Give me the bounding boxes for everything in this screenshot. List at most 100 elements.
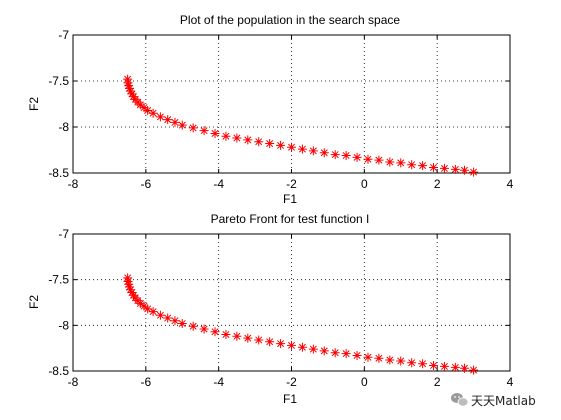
data-point [148, 108, 158, 118]
chart-title: Pareto Front for test function I [211, 212, 370, 226]
y-tick-label: -7 [58, 28, 69, 42]
data-point [450, 164, 460, 174]
y-tick-label: -7 [58, 227, 69, 241]
y-axis-label: F2 [27, 97, 41, 111]
data-point [124, 279, 134, 289]
data-point [363, 352, 373, 362]
data-point [123, 78, 133, 88]
data-point [276, 140, 286, 150]
data-point [385, 355, 395, 365]
data-point [243, 135, 253, 145]
data-point [188, 123, 198, 133]
data-point [418, 161, 428, 171]
x-tick-label: -2 [286, 177, 297, 191]
y-tick-label: -8 [58, 318, 69, 332]
data-point [127, 89, 137, 99]
data-point [126, 285, 136, 295]
data-point [177, 120, 187, 130]
x-tick-label: 4 [507, 375, 514, 389]
data-point [170, 117, 180, 127]
data-point [439, 163, 449, 173]
y-tick-label: -8 [58, 120, 69, 134]
x-tick-label: -8 [68, 375, 79, 389]
data-point [170, 316, 180, 326]
data-point [341, 151, 351, 161]
data-point [374, 353, 384, 363]
subplot-pareto-front: Pareto Front for test function I -8 -6 -4 -… [27, 212, 514, 406]
data-point [450, 362, 460, 372]
grid [73, 234, 510, 371]
data-point [330, 150, 340, 160]
data-points [123, 74, 479, 177]
x-tick-label: 2 [434, 177, 441, 191]
data-point [199, 324, 209, 334]
data-point [297, 342, 307, 352]
data-point [341, 349, 351, 359]
data-point [221, 131, 231, 141]
data-point [407, 160, 417, 170]
data-point [127, 287, 137, 297]
y-tick-label: -7.5 [48, 273, 69, 287]
x-tick-label: -4 [213, 375, 224, 389]
subplot-population: Plot of the population in the search spa… [27, 13, 514, 206]
data-point [319, 346, 329, 356]
data-point [155, 112, 165, 122]
x-tick-label: -6 [140, 177, 151, 191]
data-point [469, 167, 479, 177]
data-point [459, 165, 469, 175]
data-point [163, 313, 173, 323]
watermark-text: 天天Matlab [471, 394, 536, 408]
data-point [199, 126, 209, 136]
data-point [396, 356, 406, 366]
data-point [139, 103, 149, 113]
data-point [276, 339, 286, 349]
data-point [135, 100, 145, 110]
y-tick-labels: -7 -7.5 -8 -8.5 [48, 28, 69, 180]
data-point [385, 157, 395, 167]
data-point [123, 276, 133, 286]
data-point [469, 365, 479, 375]
data-point [143, 304, 153, 314]
data-point [135, 298, 145, 308]
data-point [429, 162, 439, 172]
x-tick-label: -8 [68, 177, 79, 191]
data-point [221, 329, 231, 339]
x-tick-labels: -8 -6 -4 -2 0 2 4 [68, 177, 514, 191]
data-point [287, 142, 296, 152]
data-point [265, 337, 275, 347]
data-point [429, 361, 439, 371]
data-point [126, 86, 136, 96]
data-point [210, 128, 220, 138]
data-point [188, 321, 198, 331]
data-point [139, 301, 149, 311]
data-point [148, 307, 158, 317]
x-tick-label: -4 [213, 177, 224, 191]
data-point [124, 83, 134, 93]
data-point [143, 105, 153, 115]
data-point [319, 148, 329, 158]
chart-title: Plot of the population in the search spa… [180, 13, 400, 27]
data-point [459, 363, 469, 373]
data-point [374, 155, 384, 165]
x-tick-label: 0 [361, 375, 368, 389]
x-axis-label: F1 [283, 392, 297, 406]
data-point [287, 340, 296, 350]
data-point [308, 344, 318, 354]
ticks [72, 233, 511, 372]
x-tick-label: 0 [361, 177, 368, 191]
x-tick-label: -6 [140, 375, 151, 389]
y-tick-label: -7.5 [48, 74, 69, 88]
data-point [308, 146, 318, 156]
data-point [232, 331, 242, 341]
data-point [418, 359, 428, 369]
data-point [124, 282, 134, 292]
watermark: 天天Matlab [451, 393, 536, 408]
data-point [243, 333, 253, 343]
y-tick-labels: -7 -7.5 -8 -8.5 [48, 227, 69, 378]
data-point [363, 154, 373, 164]
data-point [265, 139, 275, 149]
data-point [396, 158, 406, 168]
data-point [407, 358, 417, 368]
data-point [297, 144, 307, 154]
